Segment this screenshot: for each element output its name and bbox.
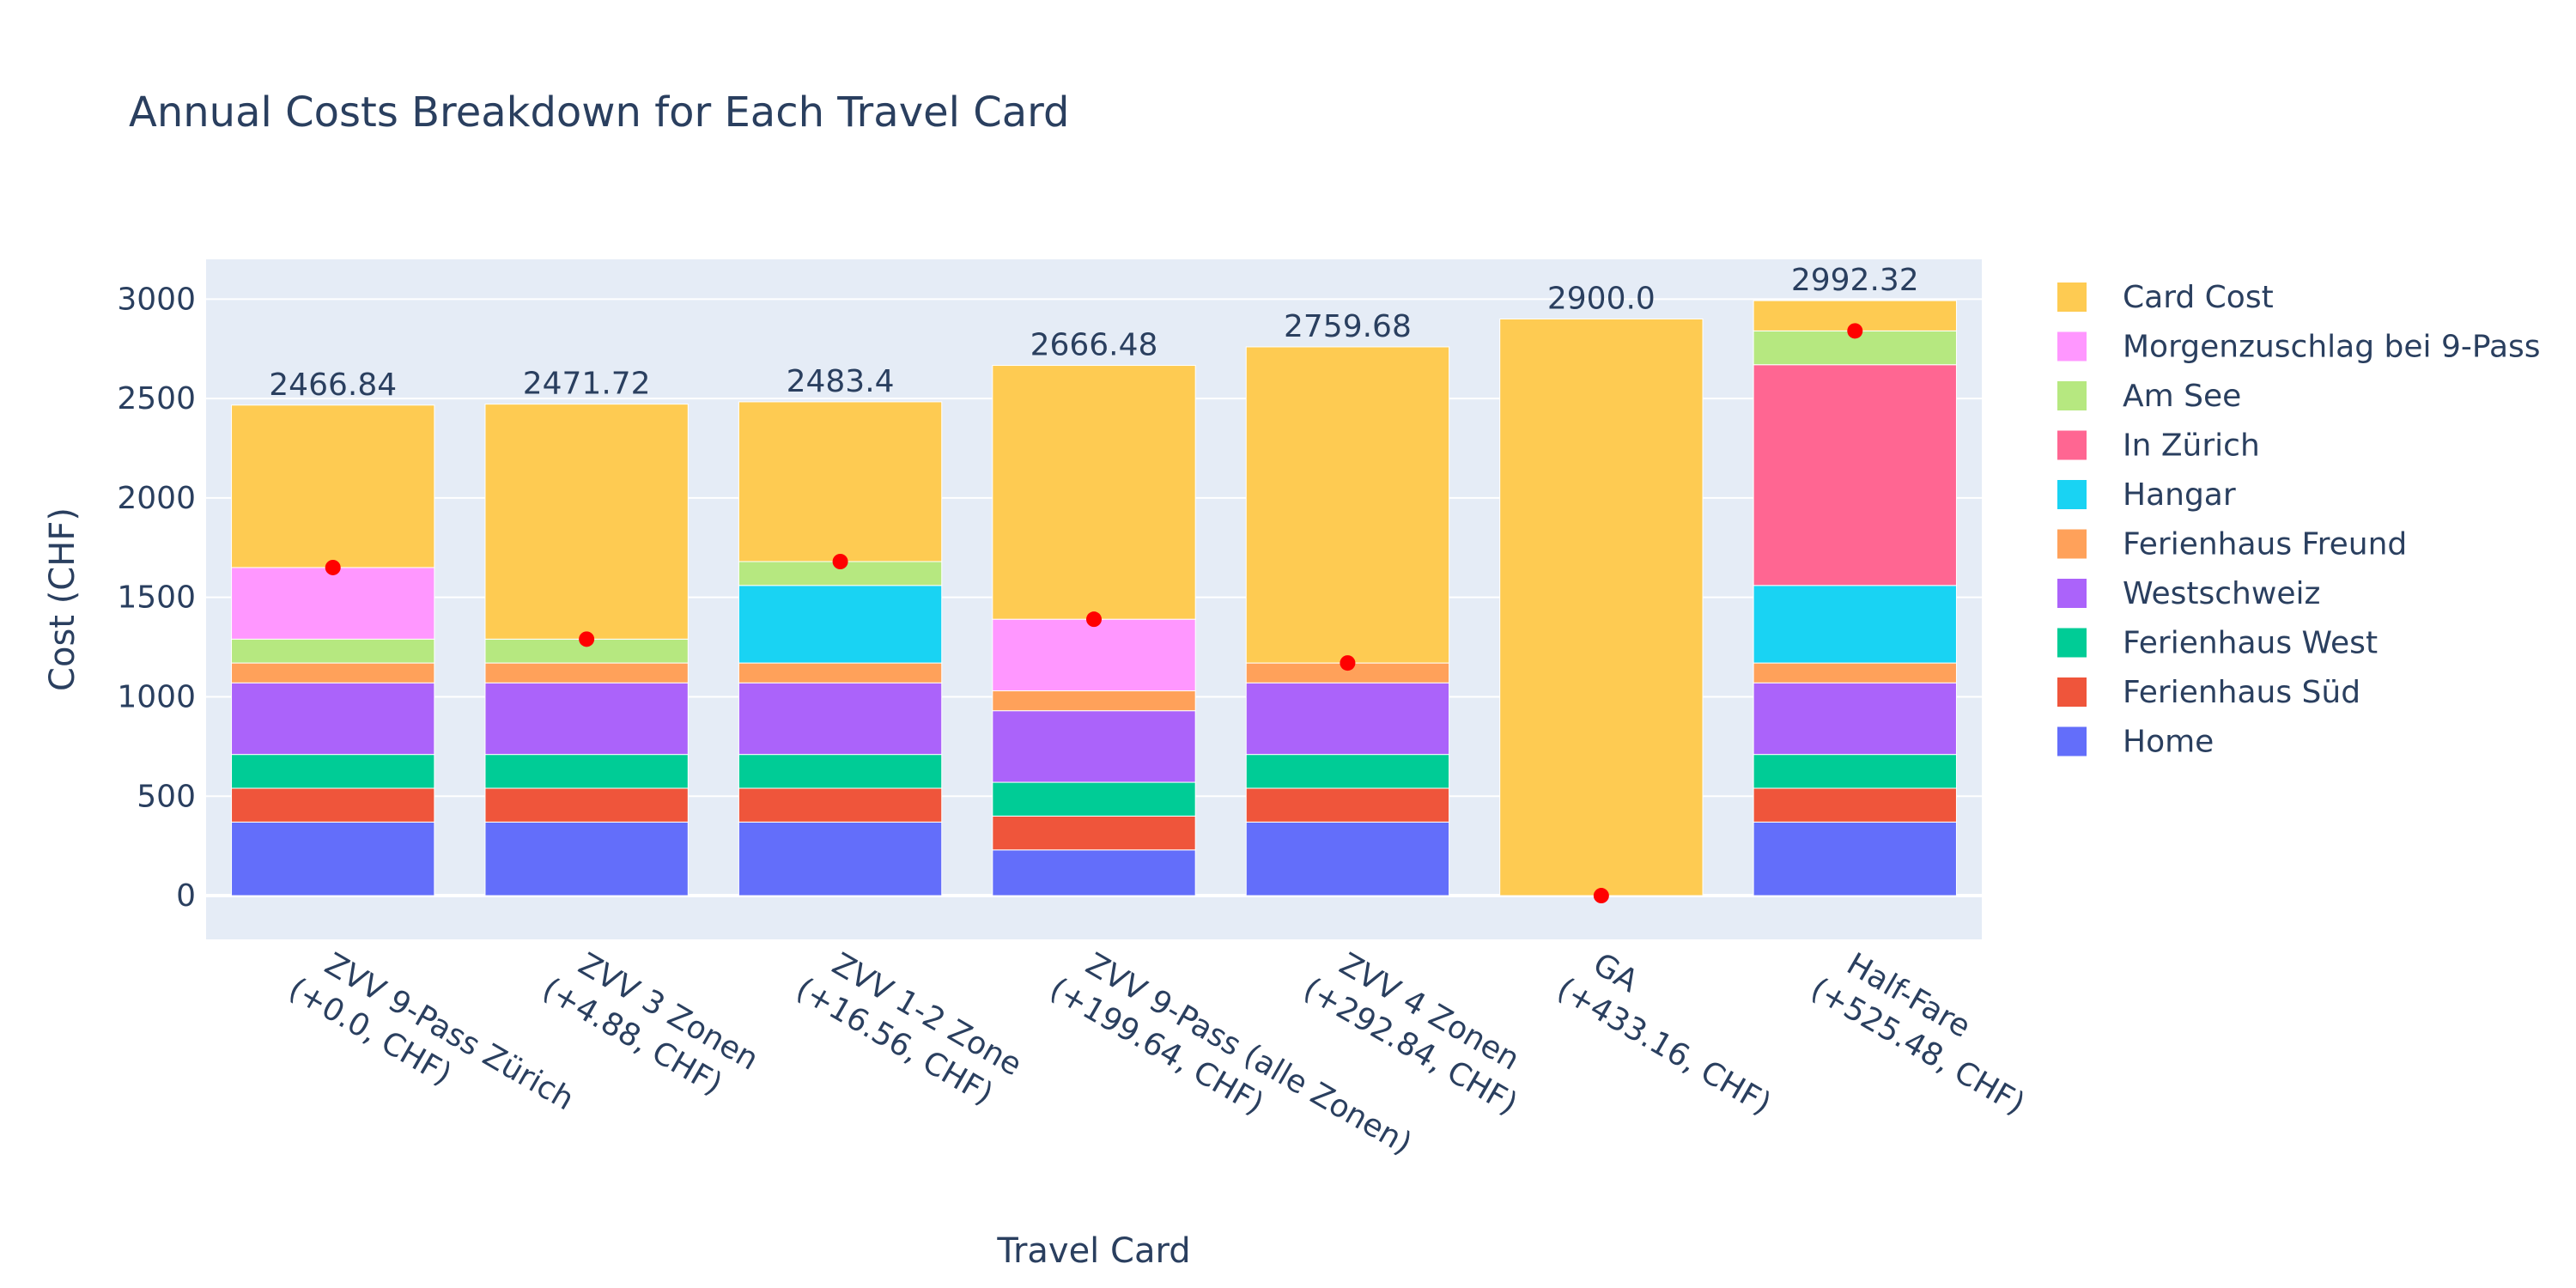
legend-swatch	[2057, 628, 2087, 658]
bar-segment	[1753, 364, 1957, 586]
marker-point	[1847, 323, 1863, 339]
legend-swatch	[2057, 677, 2087, 707]
bar-segment	[484, 821, 689, 896]
y-axis-label: Cost (CHF)	[43, 507, 82, 691]
bar-segment	[738, 662, 943, 683]
y-tick-label: 3000	[117, 282, 196, 317]
bar-segment	[484, 682, 689, 756]
legend-label: Ferienhaus Süd	[2123, 675, 2360, 710]
x-tick-label: ZVV 9-Pass Zürich(+0.0, CHF)	[283, 937, 580, 1151]
total-label: 2466.84	[269, 368, 397, 403]
y-tick-label: 2500	[117, 381, 196, 416]
y-tick-labels: 0 500 1000 1500 2000 2500 3000	[117, 282, 196, 914]
legend-swatch	[2057, 331, 2087, 361]
bar-segment	[738, 787, 943, 823]
markers	[325, 323, 1863, 904]
y-tick-label: 2000	[117, 481, 196, 516]
bar-segment	[992, 618, 1196, 692]
marker-point	[1340, 655, 1356, 671]
total-label: 2666.48	[1030, 328, 1158, 363]
x-tick-label: ZVV 1-2 Zone(+16.56, CHF)	[790, 937, 1028, 1117]
total-labels: 2466.84 2471.72 2483.4 2666.48 2759.68 2900.0…	[269, 263, 1918, 403]
legend-swatch	[2057, 480, 2087, 509]
bar-segment	[992, 849, 1196, 896]
bar-segment	[738, 821, 943, 896]
bar-segment	[1753, 754, 1957, 789]
legend-swatch	[2057, 430, 2087, 460]
bar-segment	[231, 682, 435, 756]
bar-segment	[1753, 821, 1957, 896]
bar-segment	[1753, 662, 1957, 683]
legend-swatch	[2057, 381, 2087, 410]
legend-label: Ferienhaus Freund	[2123, 527, 2407, 562]
bar-segment	[231, 638, 435, 664]
marker-point	[1593, 888, 1609, 904]
bar-segment	[231, 787, 435, 823]
bar-segment	[1499, 318, 1704, 896]
bar-segment	[231, 404, 435, 568]
legend-label: In Zürich	[2123, 428, 2260, 464]
legend-label: Card Cost	[2123, 280, 2274, 315]
legend-label: Am See	[2123, 379, 2241, 414]
marker-point	[1086, 611, 1102, 628]
bars	[231, 300, 1957, 896]
total-label: 2992.32	[1791, 263, 1919, 298]
total-label: 2471.72	[523, 367, 651, 402]
legend-swatch	[2057, 283, 2087, 312]
marker-point	[832, 554, 848, 569]
legend-label: Westschweiz	[2123, 576, 2320, 611]
bar-segment	[1753, 585, 1957, 664]
bar-segment	[992, 365, 1196, 620]
legend-label: Hangar	[2123, 477, 2236, 513]
bar-segment	[1753, 787, 1957, 823]
legend-swatch	[2057, 726, 2087, 756]
bar-segment	[484, 404, 689, 640]
legend: Card Cost Morgenzuschlag bei 9-Pass Am See…	[2057, 280, 2541, 760]
bar-segment	[231, 821, 435, 896]
x-tick-label: GA(+433.16, CHF)	[1551, 937, 1796, 1121]
bar-segment	[1245, 682, 1450, 756]
total-label: 2900.0	[1547, 281, 1656, 316]
legend-label: Ferienhaus West	[2123, 626, 2378, 661]
bar-segment	[1245, 754, 1450, 789]
x-tick-label: Half-Fare(+525.48, CHF)	[1805, 937, 2050, 1121]
bar-segment	[1245, 821, 1450, 896]
bar-segment	[992, 781, 1196, 817]
y-tick-label: 1500	[117, 580, 196, 616]
chart-title: Annual Costs Breakdown for Each Travel C…	[129, 88, 1070, 137]
bar-segment	[484, 754, 689, 789]
bar-segment	[231, 754, 435, 789]
legend-swatch	[2057, 529, 2087, 559]
bar-segment	[231, 567, 435, 640]
y-tick-label: 1000	[117, 679, 196, 714]
legend-label: Morgenzuschlag bei 9-Pass	[2123, 330, 2541, 365]
bar-segment	[1245, 346, 1450, 664]
bar-segment	[1245, 787, 1450, 823]
bar-segment	[1753, 682, 1957, 756]
total-label: 2483.4	[787, 364, 895, 399]
bar-segment	[738, 401, 943, 562]
legend-swatch	[2057, 579, 2087, 608]
y-tick-label: 500	[137, 779, 196, 814]
bar-segment	[738, 754, 943, 789]
bar-segment	[484, 787, 689, 823]
bar-segment	[231, 662, 435, 683]
bar-segment	[738, 682, 943, 756]
marker-point	[579, 631, 595, 647]
bar-segment	[992, 690, 1196, 712]
bar-segment	[992, 710, 1196, 783]
legend-label: Home	[2123, 725, 2214, 760]
x-tick-labels: ZVV 9-Pass Zürich(+0.0, CHF) ZVV 3 Zonen(…	[283, 937, 2050, 1162]
total-label: 2759.68	[1284, 309, 1412, 344]
marker-point	[325, 559, 341, 575]
bar-segment	[484, 662, 689, 683]
y-tick-label: 0	[176, 878, 196, 914]
bar-segment	[992, 815, 1196, 851]
bar-segment	[738, 585, 943, 664]
x-axis-label: Travel Card	[996, 1231, 1190, 1271]
